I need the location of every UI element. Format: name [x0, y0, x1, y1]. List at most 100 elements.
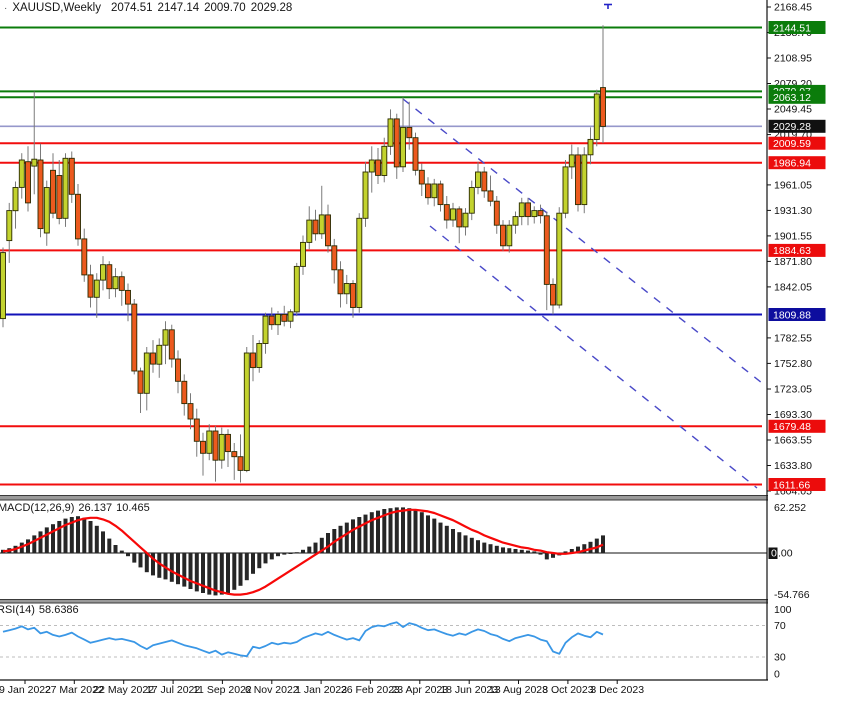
- candle[interactable]: [50, 169, 56, 214]
- candle[interactable]: [318, 214, 325, 235]
- price-axis[interactable]: 2168.452138.702108.952079.202049.452019.…: [766, 0, 842, 704]
- candle[interactable]: [62, 157, 69, 219]
- candle[interactable]: [462, 212, 469, 228]
- candle[interactable]: [212, 430, 219, 461]
- candle[interactable]: [275, 313, 281, 326]
- candle[interactable]: [368, 159, 375, 173]
- candle[interactable]: [106, 264, 113, 290]
- candle[interactable]: [43, 187, 50, 234]
- candle[interactable]: [181, 380, 188, 405]
- candle[interactable]: [37, 159, 44, 230]
- candle[interactable]: [356, 217, 363, 308]
- candle[interactable]: [237, 456, 244, 471]
- candle[interactable]: [262, 315, 269, 344]
- candle[interactable]: [543, 215, 550, 285]
- dashed-trendline-2[interactable]: [429, 225, 758, 489]
- candle[interactable]: [443, 204, 450, 221]
- candle[interactable]: [450, 208, 456, 221]
- candle[interactable]: [412, 137, 419, 171]
- candle[interactable]: [268, 315, 275, 326]
- candle[interactable]: [381, 145, 388, 176]
- candle[interactable]: [512, 216, 519, 226]
- candle[interactable]: [537, 210, 544, 217]
- candle[interactable]: [475, 171, 481, 188]
- candle[interactable]: [518, 202, 525, 218]
- candle[interactable]: [531, 210, 538, 218]
- candle[interactable]: [506, 224, 513, 247]
- candle[interactable]: [0, 252, 6, 320]
- candle[interactable]: [118, 276, 125, 291]
- candle[interactable]: [87, 274, 94, 298]
- candle[interactable]: [75, 193, 81, 240]
- candle[interactable]: [12, 187, 19, 212]
- candle[interactable]: [500, 224, 506, 247]
- candle[interactable]: [456, 208, 463, 228]
- candle[interactable]: [156, 344, 163, 365]
- candle[interactable]: [393, 118, 400, 168]
- candle[interactable]: [137, 370, 144, 394]
- candle[interactable]: [550, 283, 556, 306]
- candle[interactable]: [600, 87, 606, 127]
- candle[interactable]: [431, 183, 438, 199]
- candle[interactable]: [125, 289, 131, 305]
- candle[interactable]: [525, 202, 531, 218]
- candle[interactable]: [218, 433, 225, 461]
- candle[interactable]: [6, 210, 13, 242]
- candle[interactable]: [150, 352, 156, 365]
- candle[interactable]: [562, 166, 569, 214]
- candle[interactable]: [93, 279, 100, 298]
- candle[interactable]: [593, 93, 600, 140]
- candle[interactable]: [31, 158, 38, 167]
- candle[interactable]: [493, 200, 500, 226]
- candle[interactable]: [25, 161, 31, 204]
- candle[interactable]: [225, 433, 231, 453]
- candle[interactable]: [175, 358, 181, 382]
- candle[interactable]: [581, 154, 588, 206]
- candle[interactable]: [187, 403, 194, 420]
- candle[interactable]: [293, 265, 300, 313]
- candle[interactable]: [243, 352, 250, 471]
- candle[interactable]: [287, 311, 294, 322]
- panel-separator[interactable]: [0, 495, 842, 501]
- candle[interactable]: [331, 245, 338, 271]
- dashed-trendline-1[interactable]: [402, 98, 763, 384]
- candle[interactable]: [81, 238, 88, 276]
- candle[interactable]: [281, 313, 288, 322]
- candle[interactable]: [343, 283, 350, 295]
- candle[interactable]: [350, 283, 356, 308]
- candle[interactable]: [18, 159, 25, 188]
- candle[interactable]: [193, 418, 200, 442]
- candle[interactable]: [387, 118, 394, 147]
- candle[interactable]: [306, 219, 313, 243]
- candle[interactable]: [406, 126, 413, 139]
- candle[interactable]: [143, 352, 150, 394]
- candle[interactable]: [250, 352, 256, 369]
- candle[interactable]: [468, 187, 475, 214]
- candle[interactable]: [362, 171, 369, 219]
- candle[interactable]: [300, 241, 306, 267]
- candle[interactable]: [487, 190, 494, 202]
- candle[interactable]: [68, 157, 75, 195]
- candle[interactable]: [56, 175, 63, 219]
- candle[interactable]: [206, 430, 213, 454]
- chart-object-marker[interactable]: [604, 3, 612, 10]
- candle[interactable]: [231, 451, 238, 458]
- candle[interactable]: [100, 264, 106, 281]
- candle[interactable]: [587, 138, 594, 156]
- candle[interactable]: [375, 159, 381, 176]
- panel-separator[interactable]: [0, 599, 842, 604]
- candle[interactable]: [256, 343, 263, 368]
- candle[interactable]: [337, 269, 344, 295]
- candle[interactable]: [425, 183, 431, 199]
- candle[interactable]: [131, 303, 138, 372]
- candle[interactable]: [437, 183, 444, 206]
- candle[interactable]: [481, 171, 488, 192]
- candle[interactable]: [418, 169, 425, 185]
- candle[interactable]: [112, 276, 119, 290]
- candle[interactable]: [312, 219, 319, 235]
- candle[interactable]: [556, 212, 563, 306]
- candle[interactable]: [400, 126, 406, 168]
- candle[interactable]: [168, 329, 175, 360]
